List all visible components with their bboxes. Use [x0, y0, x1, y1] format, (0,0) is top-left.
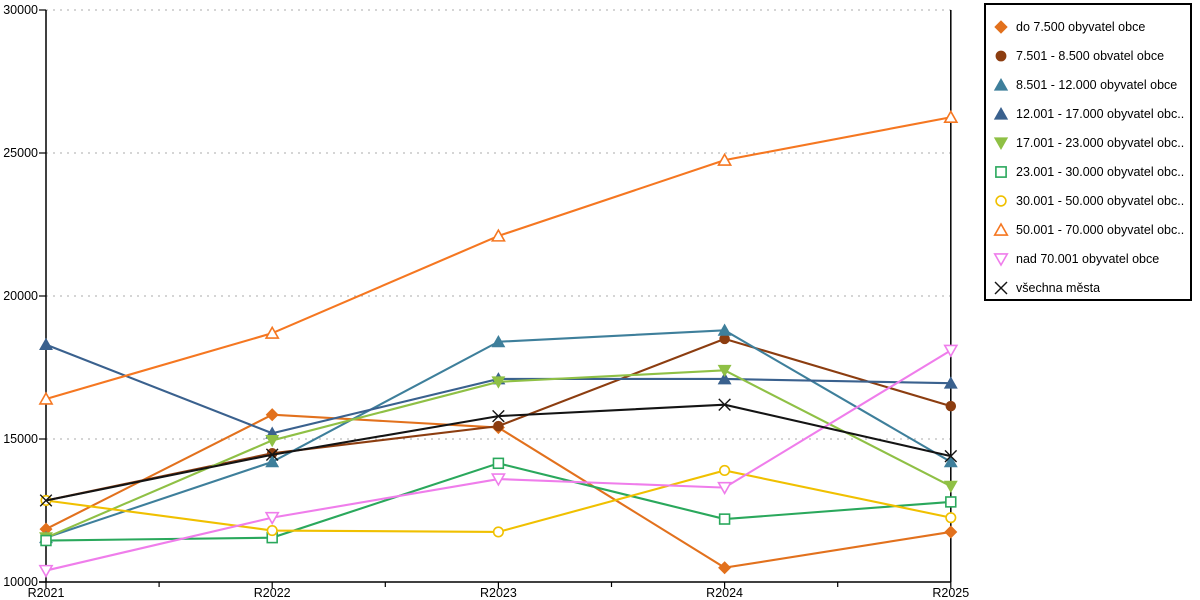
legend-item-label: 8.501 - 12.000 obyvatel obce: [1016, 77, 1178, 92]
triangle-up-marker-icon: [993, 106, 1009, 122]
triangle-up-marker-icon: [491, 334, 506, 348]
triangle-up-marker-icon: [490, 228, 506, 242]
series-6: [40, 464, 957, 538]
y-tick-label: 30000: [3, 3, 38, 17]
legend-item[interactable]: 17.001 - 23.000 obyvatel obc...: [993, 128, 1184, 157]
triangle-down-marker-icon: [38, 564, 54, 578]
triangle-down-marker-icon: [717, 364, 732, 378]
circle-marker-icon: [945, 400, 957, 412]
triangle-up-marker-icon: [993, 221, 1009, 238]
x-marker-icon: [944, 449, 958, 463]
legend-item-label: 23.001 - 30.000 obyvatel obc...: [1016, 164, 1184, 179]
legend-item[interactable]: 8.501 - 12.000 obyvatel obce: [993, 70, 1184, 99]
series-4: [39, 364, 958, 545]
triangle-up-marker-icon: [993, 77, 1009, 93]
legend-item[interactable]: 7.501 - 8.500 obvatel obce: [993, 41, 1184, 70]
triangle-down-marker-icon: [491, 376, 506, 389]
triangle-down-marker-icon: [717, 481, 733, 496]
triangle-down-marker-icon: [490, 473, 506, 487]
x-axis-tick-labels: R2021 R2022 R2023 R2024 R2025: [28, 586, 970, 600]
legend-item-label: 30.001 - 50.000 obyvatel obc...: [1016, 193, 1184, 208]
circle-marker-icon: [993, 193, 1009, 209]
series-7: [38, 109, 959, 405]
circle-marker-icon: [719, 464, 731, 477]
circle-marker-icon: [993, 48, 1009, 64]
square-marker-icon: [945, 496, 957, 508]
triangle-up-marker-icon: [265, 455, 280, 468]
legend-item[interactable]: 50.001 - 70.000 obyvatel obc...: [993, 215, 1184, 244]
legend-item-label: nad 70.001 obyvatel obce: [1016, 251, 1160, 266]
series-line: [45, 116, 951, 400]
diamond-marker-icon: [944, 525, 958, 539]
legend-item[interactable]: nad 70.001 obyvatel obce: [993, 244, 1184, 273]
square-marker-icon: [492, 457, 505, 470]
series-9: [39, 398, 958, 507]
circle-marker-icon: [493, 420, 504, 432]
circle-marker-icon: [266, 524, 278, 537]
triangle-down-marker-icon: [993, 135, 1009, 151]
triangle-up-marker-icon: [717, 323, 732, 336]
triangle-up-marker-icon: [943, 109, 959, 123]
axes: [39, 9, 952, 588]
legend-item-label: 12.001 - 17.000 obyvatel obc...: [1016, 106, 1184, 121]
triangle-up-marker-icon: [38, 391, 54, 405]
x-tick-label: R2025: [932, 586, 969, 600]
triangle-down-marker-icon: [943, 344, 959, 358]
legend-item-label: všechna města: [1016, 280, 1101, 295]
triangle-down-marker-icon: [264, 511, 280, 526]
x-tick-label: R2021: [28, 586, 65, 600]
triangle-up-marker-icon: [717, 152, 733, 166]
triangle-down-marker-icon: [943, 480, 958, 494]
circle-marker-icon: [492, 526, 504, 538]
square-marker-icon: [993, 164, 1009, 180]
circle-marker-icon: [945, 512, 957, 524]
x-marker-icon: [718, 398, 731, 411]
legend-item[interactable]: do 7.500 obyvatel obce: [993, 12, 1184, 41]
legend: do 7.500 obyvatel obce 7.501 - 8.500 obv…: [984, 3, 1192, 301]
triangle-up-marker-icon: [943, 455, 958, 468]
triangle-up-marker-icon: [717, 372, 732, 385]
triangle-up-marker-icon: [39, 337, 53, 351]
legend-item[interactable]: všechna města: [993, 273, 1184, 302]
x-marker-icon: [39, 494, 53, 507]
diamond-marker-icon: [993, 19, 1009, 35]
legend-item[interactable]: 12.001 - 17.000 obyvatel obc...: [993, 99, 1184, 128]
series-5: [40, 457, 957, 547]
legend-item-label: 17.001 - 23.000 obyvatel obc...: [1016, 135, 1184, 150]
x-tick-label: R2022: [254, 586, 291, 600]
x-marker-icon: [993, 280, 1009, 296]
triangle-down-marker-icon: [265, 435, 280, 448]
y-tick-label: 25000: [3, 146, 38, 160]
diamond-marker-icon: [718, 561, 732, 575]
y-tick-label: 10000: [3, 575, 38, 589]
triangle-down-marker-icon: [993, 251, 1009, 267]
data-series: [38, 109, 959, 578]
x-tick-label: R2023: [480, 586, 517, 600]
legend-item-label: do 7.500 obyvatel obce: [1016, 19, 1146, 34]
square-marker-icon: [718, 513, 731, 525]
x-marker-icon: [492, 409, 505, 423]
legend-item-label: 7.501 - 8.500 obvatel obce: [1016, 48, 1165, 63]
x-marker-icon: [265, 448, 279, 462]
triangle-up-marker-icon: [264, 325, 280, 339]
y-axis-tick-labels: 10000 15000 20000 25000 30000: [3, 3, 38, 589]
legend-item-label: 50.001 - 70.000 obyvatel obc...: [1016, 222, 1184, 237]
diamond-marker-icon: [265, 408, 279, 422]
y-tick-label: 20000: [3, 289, 38, 303]
series-8: [38, 344, 959, 578]
series-line: [45, 343, 951, 435]
square-marker-icon: [40, 534, 52, 547]
x-tick-label: R2024: [706, 586, 743, 600]
legend-item[interactable]: 23.001 - 30.000 obyvatel obc...: [993, 157, 1184, 186]
legend-item[interactable]: 30.001 - 50.000 obyvatel obc...: [993, 186, 1184, 215]
y-tick-label: 15000: [3, 432, 38, 446]
triangle-up-marker-icon: [943, 376, 958, 389]
plot-area: 10000 15000 20000 25000 30000 R2021 R202…: [3, 3, 970, 600]
